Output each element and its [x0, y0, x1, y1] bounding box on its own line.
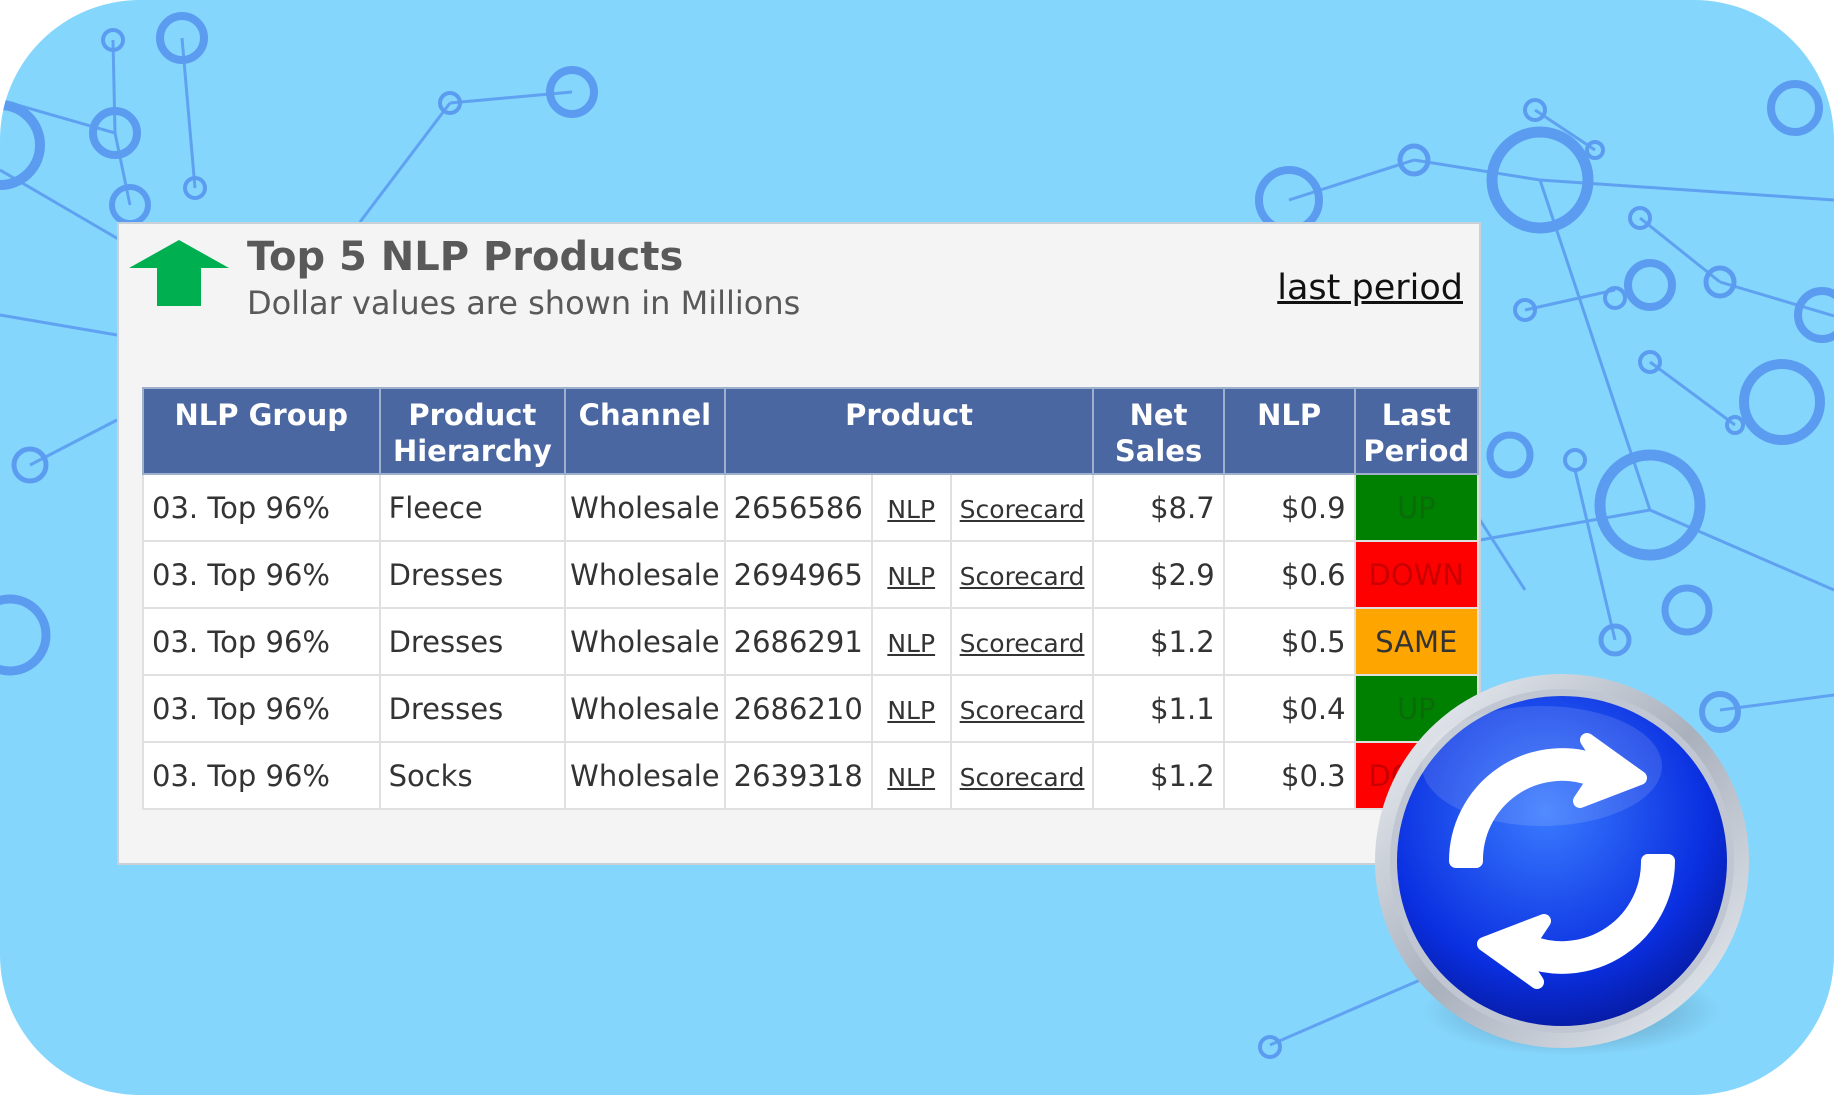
nlp-link[interactable]: NLP: [887, 695, 936, 725]
cell-net-sales: $1.2: [1092, 741, 1225, 810]
status-badge: UP: [1353, 473, 1480, 542]
cell-product-id: 2656586: [723, 473, 873, 542]
status-badge: SAME: [1353, 607, 1480, 676]
cell-product-id: 2694965: [723, 540, 873, 609]
cell-net-sales: $8.7: [1092, 473, 1225, 542]
last-period-link[interactable]: last period: [1277, 268, 1463, 308]
scorecard-link[interactable]: Scorecard: [959, 628, 1085, 658]
cell-nlp-group: 03. Top 96%: [142, 674, 381, 743]
header-nlp-group[interactable]: NLP Group: [142, 387, 381, 475]
top-products-widget: Top 5 NLP Products Dollar values are sho…: [117, 222, 1481, 865]
nlp-link[interactable]: NLP: [887, 561, 936, 591]
cell-product-id: 2639318: [723, 741, 873, 810]
cell-nlp-group: 03. Top 96%: [142, 741, 381, 810]
header-net-sales[interactable]: Net Sales: [1092, 387, 1225, 475]
cell-scorecard-link: Scorecard: [949, 540, 1095, 609]
table-row: 03. Top 96% Fleece Wholesale 2656586 NLP…: [142, 473, 1480, 542]
table-row: 03. Top 96% Socks Wholesale 2639318 NLP …: [142, 741, 1480, 810]
widget-title: Top 5 NLP Products: [247, 234, 684, 280]
cell-channel: Wholesale: [564, 741, 726, 810]
status-badge: UP: [1353, 674, 1480, 743]
scorecard-link[interactable]: Scorecard: [959, 494, 1085, 524]
table-row: 03. Top 96% Dresses Wholesale 2686210 NL…: [142, 674, 1480, 743]
scorecard-link[interactable]: Scorecard: [959, 561, 1085, 591]
cell-nlp: $0.6: [1222, 540, 1356, 609]
header-channel[interactable]: Channel: [564, 387, 726, 475]
table-header-row: NLP Group Product Hierarchy Channel Produ…: [142, 387, 1480, 475]
green-up-arrow-icon: [129, 240, 229, 306]
nlp-link[interactable]: NLP: [887, 628, 936, 658]
cell-scorecard-link: Scorecard: [949, 741, 1095, 810]
cell-product-id: 2686210: [723, 674, 873, 743]
cell-nlp: $0.5: [1222, 607, 1356, 676]
products-table: NLP Group Product Hierarchy Channel Produ…: [142, 387, 1480, 810]
cell-channel: Wholesale: [564, 674, 726, 743]
cell-net-sales: $1.2: [1092, 607, 1225, 676]
header-product[interactable]: Product: [723, 387, 1095, 475]
cell-nlp: $0.3: [1222, 741, 1356, 810]
header-nlp[interactable]: NLP: [1222, 387, 1356, 475]
cell-hierarchy: Dresses: [378, 674, 567, 743]
cell-nlp: $0.4: [1222, 674, 1356, 743]
nlp-link[interactable]: NLP: [887, 494, 936, 524]
cell-nlp-group: 03. Top 96%: [142, 473, 381, 542]
table-row: 03. Top 96% Dresses Wholesale 2694965 NL…: [142, 540, 1480, 609]
cell-channel: Wholesale: [564, 473, 726, 542]
scorecard-link[interactable]: Scorecard: [959, 762, 1085, 792]
cell-channel: Wholesale: [564, 607, 726, 676]
cell-hierarchy: Fleece: [378, 473, 567, 542]
cell-hierarchy: Dresses: [378, 607, 567, 676]
cell-hierarchy: Dresses: [378, 540, 567, 609]
status-badge: DOWN: [1353, 540, 1480, 609]
cell-net-sales: $2.9: [1092, 540, 1225, 609]
cell-nlp-group: 03. Top 96%: [142, 607, 381, 676]
table-row: 03. Top 96% Dresses Wholesale 2686291 NL…: [142, 607, 1480, 676]
cell-nlp-link: NLP: [870, 674, 952, 743]
cell-scorecard-link: Scorecard: [949, 674, 1095, 743]
cell-nlp-link: NLP: [870, 741, 952, 810]
widget-subtitle: Dollar values are shown in Millions: [247, 284, 801, 322]
refresh-icon[interactable]: [1372, 666, 1752, 1066]
cell-nlp-group: 03. Top 96%: [142, 540, 381, 609]
cell-channel: Wholesale: [564, 540, 726, 609]
nlp-link[interactable]: NLP: [887, 762, 936, 792]
cell-hierarchy: Socks: [378, 741, 567, 810]
cell-nlp-link: NLP: [870, 473, 952, 542]
header-product-hierarchy[interactable]: Product Hierarchy: [378, 387, 567, 475]
scorecard-link[interactable]: Scorecard: [959, 695, 1085, 725]
cell-net-sales: $1.1: [1092, 674, 1225, 743]
cell-product-id: 2686291: [723, 607, 873, 676]
cell-nlp-link: NLP: [870, 540, 952, 609]
cell-nlp: $0.9: [1222, 473, 1356, 542]
header-last-period[interactable]: Last Period: [1353, 387, 1480, 475]
cell-scorecard-link: Scorecard: [949, 473, 1095, 542]
cell-nlp-link: NLP: [870, 607, 952, 676]
cell-scorecard-link: Scorecard: [949, 607, 1095, 676]
